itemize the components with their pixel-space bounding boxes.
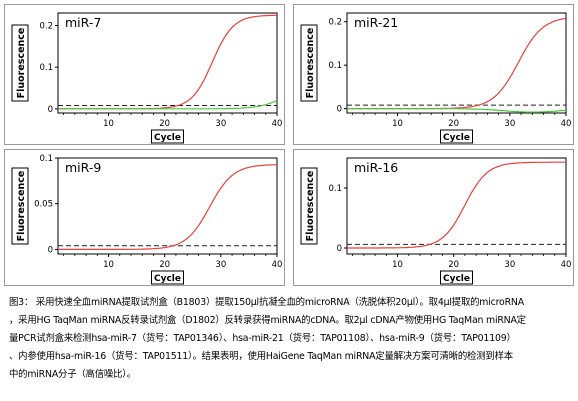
x-axis-label-frame: [440, 270, 473, 285]
y-axis-label: Fluorescence: [305, 28, 316, 99]
x-tick-label: 20: [159, 260, 170, 270]
y-axis-label: Fluorescence: [305, 171, 316, 242]
x-tick-label: 40: [561, 260, 572, 270]
chart-title: miR-7: [65, 15, 101, 30]
y-axis-label-frame: [11, 24, 29, 102]
y-axis-label-box: Fluorescence: [11, 167, 29, 245]
y-tick-label: 0.1: [39, 154, 53, 164]
y-axis-label-frame: [300, 167, 318, 245]
x-axis-label: Cycle: [154, 133, 181, 143]
x-tick-label: 30: [215, 119, 226, 129]
chart-panel: 0 0.1 10 20 30 40 miR-16 Fluorescence Cycle: [293, 149, 574, 286]
x-axis-label-frame: [440, 129, 473, 144]
x-axis-label: Cycle: [443, 133, 470, 143]
y-axis-label: Fluorescence: [16, 171, 27, 242]
x-tick-label: 30: [215, 260, 226, 270]
x-axis-label: Cycle: [443, 274, 470, 284]
y-axis-label-box: Fluorescence: [300, 24, 318, 102]
x-tick-label: 10: [392, 260, 403, 270]
y-tick-label: 0.1: [39, 63, 53, 73]
x-tick-label: 20: [159, 119, 170, 129]
caption-line: 中的miRNA分子（高信噪比）。: [9, 369, 136, 380]
x-tick-label: 10: [392, 119, 403, 129]
x-tick-label: 10: [103, 119, 114, 129]
caption-line: 、内参使用hsa-miR-16（货号：TAP01511）。结果表明，使用HaiG…: [9, 351, 513, 362]
y-axis-label-frame: [11, 167, 29, 245]
x-tick-label: 40: [272, 119, 283, 129]
y-tick-label: 0: [337, 105, 342, 115]
series-line: [347, 108, 567, 113]
x-axis-label-frame: [151, 129, 184, 144]
chart-grid: 0 0.1 0.2 10 20 30 40 miR-7 Fluorescence Cycle 0 0.…: [4, 4, 574, 286]
y-tick-label: 0.05: [34, 200, 53, 210]
y-tick-label: 0: [48, 105, 53, 115]
x-tick-label: 20: [448, 260, 459, 270]
series-line: [347, 161, 566, 249]
y-tick-label: 0.1: [328, 61, 342, 71]
caption-line: 量PCR试剂盒来检测hsa-miR-7（货号：TAP01346）、hsa-miR…: [9, 333, 516, 344]
x-tick-label: 30: [504, 119, 515, 129]
plot-area: [57, 12, 278, 114]
x-tick-label: 30: [504, 260, 515, 270]
chart-title: miR-9: [65, 160, 101, 175]
caption-line: ，采用HG TaqMan miRNA反转录试剂盒（D1802）反转录获得miRN…: [9, 315, 526, 326]
chart-title: miR-16: [354, 160, 398, 175]
plot-area: [346, 12, 567, 114]
y-axis-label-box: Fluorescence: [300, 167, 318, 245]
plot-area: [57, 157, 278, 255]
y-tick-label: 0.1: [328, 184, 342, 194]
y-tick-label: 0.2: [328, 18, 342, 28]
chart-panel: 0 0.1 0.2 10 20 30 40 miR-21 Fluorescence Cycle: [293, 4, 574, 145]
x-tick-label: 20: [448, 119, 459, 129]
figure-caption: 图3： 采用快速全血miRNA提取试剂盒（B1803）提取150μl抗凝全血的m…: [9, 294, 571, 384]
y-axis-label: Fluorescence: [16, 28, 27, 99]
series-line: [58, 164, 277, 250]
x-tick-label: 10: [103, 260, 114, 270]
chart-panel: 0 0.1 0.2 10 20 30 40 miR-7 Fluorescence Cycle: [4, 4, 285, 145]
y-tick-label: 0: [48, 245, 53, 255]
x-tick-label: 40: [272, 260, 283, 270]
chart-title: miR-21: [354, 15, 398, 30]
caption-line: 图3： 采用快速全血miRNA提取试剂盒（B1803）提取150μl抗凝全血的m…: [9, 297, 524, 308]
y-tick-label: 0: [337, 244, 342, 254]
y-axis-label-frame: [300, 24, 318, 102]
series-line: [58, 99, 278, 110]
plot-area: [346, 157, 567, 255]
x-tick-label: 40: [561, 119, 572, 129]
y-tick-label: 0.2: [39, 22, 53, 32]
y-axis-label-box: Fluorescence: [11, 24, 29, 102]
x-axis-label-frame: [151, 270, 184, 285]
x-axis-label: Cycle: [154, 274, 181, 284]
chart-panel: 0 0.05 0.1 10 20 30 40 miR-9 Fluorescence Cycle: [4, 149, 285, 286]
